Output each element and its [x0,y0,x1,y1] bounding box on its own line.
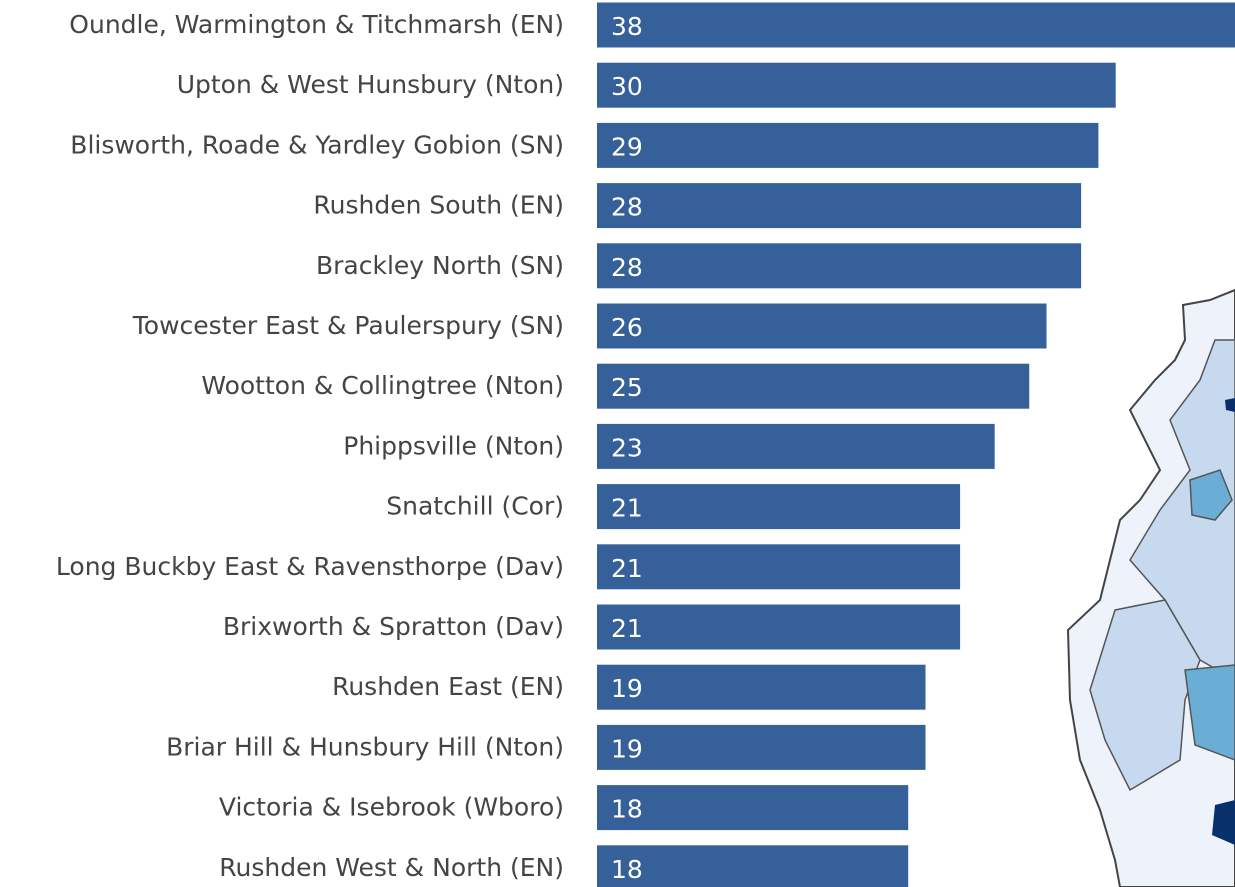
map-region [1225,398,1235,412]
bar [597,604,961,650]
y-tick-label: Brackley North (SN) [316,251,564,280]
y-tick-label: Briar Hill & Hunsbury Hill (Nton) [166,732,564,761]
bar [597,122,1099,168]
y-tick-label: Oundle, Warmington & Titchmarsh (EN) [69,10,564,39]
y-tick-label: Towcester East & Paulerspury (SN) [132,311,564,340]
value-label: 21 [611,494,643,523]
value-label: 18 [611,855,643,884]
y-tick-label: Rushden West & North (EN) [219,853,564,882]
map [1066,288,1235,887]
y-tick-label: Rushden South (EN) [313,191,564,220]
y-tick-label: Snatchill (Cor) [386,492,564,521]
bar [597,724,926,770]
value-label: 18 [611,795,643,824]
value-label: 19 [611,734,643,763]
bar [597,183,1082,229]
y-tick-label: Blisworth, Roade & Yardley Gobion (SN) [70,130,564,159]
bar [597,484,961,530]
value-label: 25 [611,373,643,402]
bar [597,243,1082,289]
bar [597,2,1235,48]
value-label: 30 [611,72,643,101]
value-label: 26 [611,313,643,342]
map-region [1184,664,1235,761]
bar [597,544,961,590]
map-region [1212,800,1235,845]
value-label: 28 [611,193,643,222]
bar [597,303,1047,349]
y-tick-label: Wootton & Collingtree (Nton) [201,371,564,400]
value-label: 29 [611,132,643,161]
value-label: 38 [611,12,643,41]
bar [597,363,1030,409]
bar [597,664,926,710]
bar [597,423,995,469]
y-tick-label: Upton & West Hunsbury (Nton) [177,70,564,99]
y-tick-label: Long Buckby East & Ravensthorpe (Dav) [56,552,564,581]
y-tick-label: Victoria & Isebrook (Wboro) [219,793,564,822]
y-tick-label: Brixworth & Spratton (Dav) [223,612,564,641]
bar [597,62,1116,108]
map-region [1189,469,1233,521]
value-label: 23 [611,433,643,462]
value-label: 19 [611,674,643,703]
value-label: 28 [611,253,643,282]
value-label: 21 [611,614,643,643]
y-tick-label: Rushden East (EN) [332,672,564,701]
bar [597,785,909,831]
value-label: 21 [611,554,643,583]
map-region [1129,339,1235,681]
bar [597,845,909,887]
map-region [1089,599,1201,792]
y-tick-label: Phippsville (Nton) [343,431,564,460]
